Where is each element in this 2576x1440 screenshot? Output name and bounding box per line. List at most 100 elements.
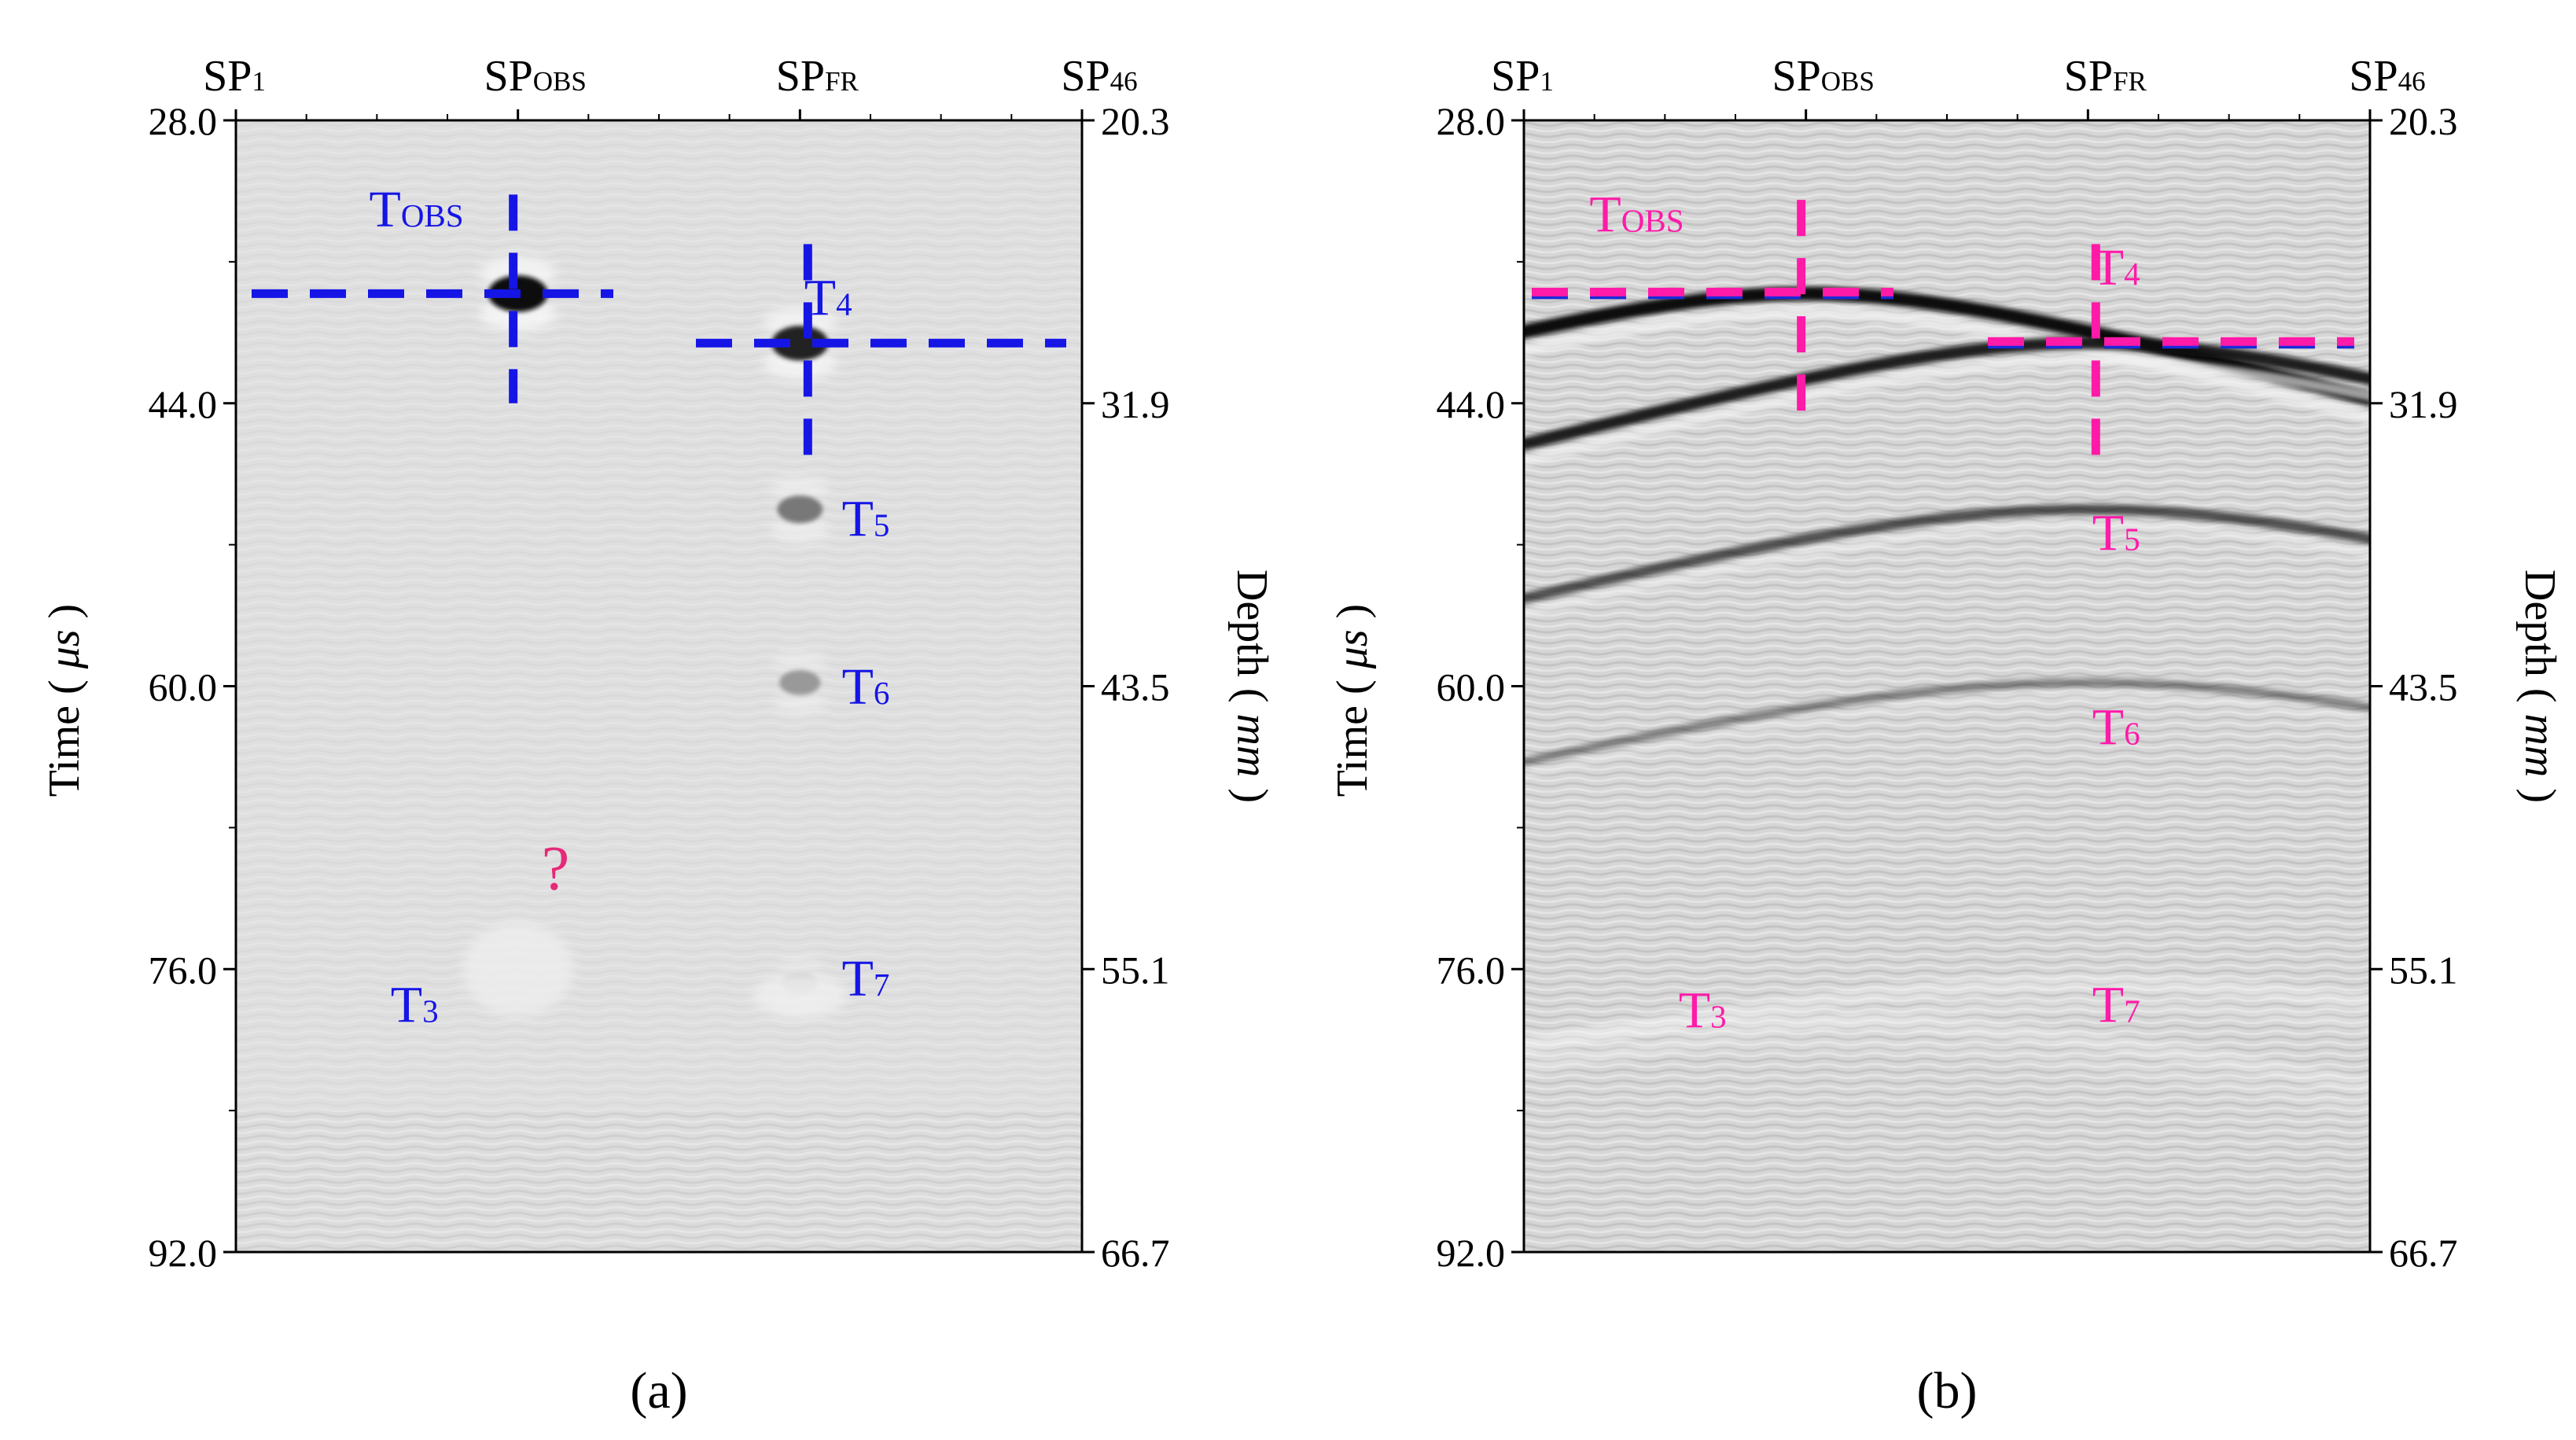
- hyperbola-echo-3: [1524, 692, 2370, 779]
- label-t7-sub: 7: [874, 967, 890, 1003]
- ytick-label-right: 66.7: [1101, 1231, 1170, 1275]
- ylabel-right-post: ): [1227, 777, 1276, 803]
- label-t4-main: T: [2092, 239, 2124, 296]
- xtick-label-main: SP: [203, 52, 252, 101]
- panel-b: 28.0 44.0 60.0 76.0 92.0 20.3 31.9 43.5 55.1 66.7…: [1328, 52, 2564, 1420]
- ytick-label-right: 20.3: [2389, 99, 2458, 143]
- label-t7-sub: 7: [2124, 993, 2140, 1029]
- ylabel-left-pre: Time (: [40, 668, 89, 797]
- xtick-label-sub: 1: [1540, 66, 1554, 97]
- label-tobs-main: T: [1589, 186, 1621, 244]
- xtick-label-main: SP: [2349, 52, 2398, 101]
- ytick-label-left: 44.0: [149, 382, 218, 426]
- xtick-label: SPFR: [2064, 52, 2147, 101]
- xtick-label-main: SP: [2064, 52, 2113, 101]
- plot-area: [1524, 120, 2370, 1252]
- label-tobs-sub: OBS: [401, 197, 464, 234]
- xtick-label-sub: 46: [1110, 66, 1138, 97]
- ytick-label-left: 44.0: [1437, 382, 1506, 426]
- ytick-label-left: 76.0: [149, 948, 218, 992]
- ytick-label-right: 20.3: [1101, 99, 1170, 143]
- xtick-label: SP46: [1061, 52, 1137, 101]
- reflector-halo: [773, 650, 827, 674]
- ylabel-right-unit: mm: [2515, 713, 2564, 777]
- label-tobs-sub: OBS: [1621, 203, 1684, 239]
- panel-label: (a): [630, 1362, 687, 1420]
- label-t4-sub: 4: [2124, 256, 2140, 292]
- label-t4-main: T: [804, 269, 836, 326]
- xtick-label: SP46: [2349, 52, 2425, 101]
- label-t6-main: T: [2092, 699, 2124, 757]
- xtick-label: SP1: [203, 52, 266, 101]
- label-t3: T3: [1679, 981, 1727, 1039]
- label-question-main: ?: [542, 834, 570, 904]
- label-t5-main: T: [842, 490, 874, 547]
- hyperbola-2: [1524, 503, 2370, 604]
- label-t3-sub: 3: [1710, 998, 1727, 1034]
- reflector-halo: [770, 517, 830, 543]
- xtick-label-main: SP: [1491, 52, 1540, 101]
- label-t6-sub: 6: [2124, 716, 2140, 752]
- ylabel-left-pre: Time (: [1328, 668, 1377, 797]
- label-t7-main: T: [2092, 977, 2124, 1034]
- xtick-label-main: SP: [776, 52, 825, 101]
- ytick-label-right: 55.1: [2389, 948, 2458, 992]
- label-tobs: TOBS: [1589, 186, 1684, 244]
- ylabel-right-pre: Depth (: [2515, 569, 2564, 714]
- label-t6-sub: 6: [874, 675, 890, 711]
- reflector-1: [771, 326, 829, 361]
- xtick-label-sub: OBS: [1821, 66, 1875, 97]
- reflector-halo: [773, 691, 827, 715]
- ytick-label-left: 60.0: [1437, 665, 1506, 709]
- ytick-label-left: 76.0: [1437, 948, 1506, 992]
- plot-background-light: [236, 120, 1082, 1111]
- xtick-label-main: SP: [484, 52, 532, 101]
- label-question: ?: [542, 834, 570, 904]
- ytick-label-right: 66.7: [2389, 1231, 2458, 1275]
- label-t5-main: T: [2092, 504, 2124, 562]
- ylabel-left-unit: μs: [1328, 629, 1377, 669]
- ylabel-left: Time ( μs ): [40, 604, 89, 797]
- ylabel-left: Time ( μs ): [1328, 604, 1377, 797]
- reflector-3: [779, 670, 821, 695]
- hyperbola-1: [1524, 337, 2370, 451]
- label-t3-main: T: [1679, 981, 1710, 1039]
- ylabel-right-unit: mm: [1227, 713, 1276, 777]
- ytick-label-left: 28.0: [1437, 99, 1506, 143]
- label-tobs: TOBS: [369, 181, 463, 238]
- xtick-label-main: SP: [1061, 52, 1110, 101]
- reflector-halo: [770, 476, 830, 502]
- label-t3: T3: [391, 977, 439, 1034]
- label-t3-main: T: [391, 977, 422, 1034]
- label-t5-sub: 5: [874, 506, 890, 543]
- ytick-label-left: 92.0: [1437, 1231, 1506, 1275]
- ylabel-right-post: ): [2515, 777, 2564, 803]
- ytick-label-left: 60.0: [149, 665, 218, 709]
- reflector-halo: [777, 952, 823, 973]
- ytick-label-left: 28.0: [149, 99, 218, 143]
- hyperbola-5: [1524, 1013, 2370, 1096]
- ylabel-right: Depth ( mm ): [1227, 569, 1276, 803]
- ytick-label-right: 31.9: [1101, 382, 1170, 426]
- xtick-label-sub: 46: [2398, 66, 2426, 97]
- label-t6: T6: [2092, 699, 2140, 757]
- label-t4: T4: [804, 269, 852, 326]
- xtick-label-sub: FR: [825, 66, 859, 97]
- ytick-label-right: 43.5: [1101, 665, 1170, 709]
- label-t7: T7: [2092, 977, 2140, 1034]
- ylabel-left-unit: μs: [40, 629, 89, 669]
- ytick-label-right: 43.5: [2389, 665, 2458, 709]
- plot-area: [236, 120, 1082, 1252]
- xtick-label-sub: OBS: [533, 66, 587, 97]
- xtick-label: SPFR: [776, 52, 859, 101]
- xtick-label-sub: FR: [2113, 66, 2147, 97]
- ylabel-left-post: ): [40, 604, 89, 630]
- faint-reflector: [753, 973, 848, 1018]
- hyperbola-echo-1: [1524, 355, 2370, 467]
- ytick-label-left: 92.0: [149, 1231, 218, 1275]
- label-t4: T4: [2092, 239, 2140, 296]
- label-t5-sub: 5: [2124, 521, 2140, 557]
- hyperbola-3: [1524, 678, 2370, 767]
- label-t7-main: T: [842, 950, 874, 1007]
- label-t5: T5: [2092, 504, 2140, 562]
